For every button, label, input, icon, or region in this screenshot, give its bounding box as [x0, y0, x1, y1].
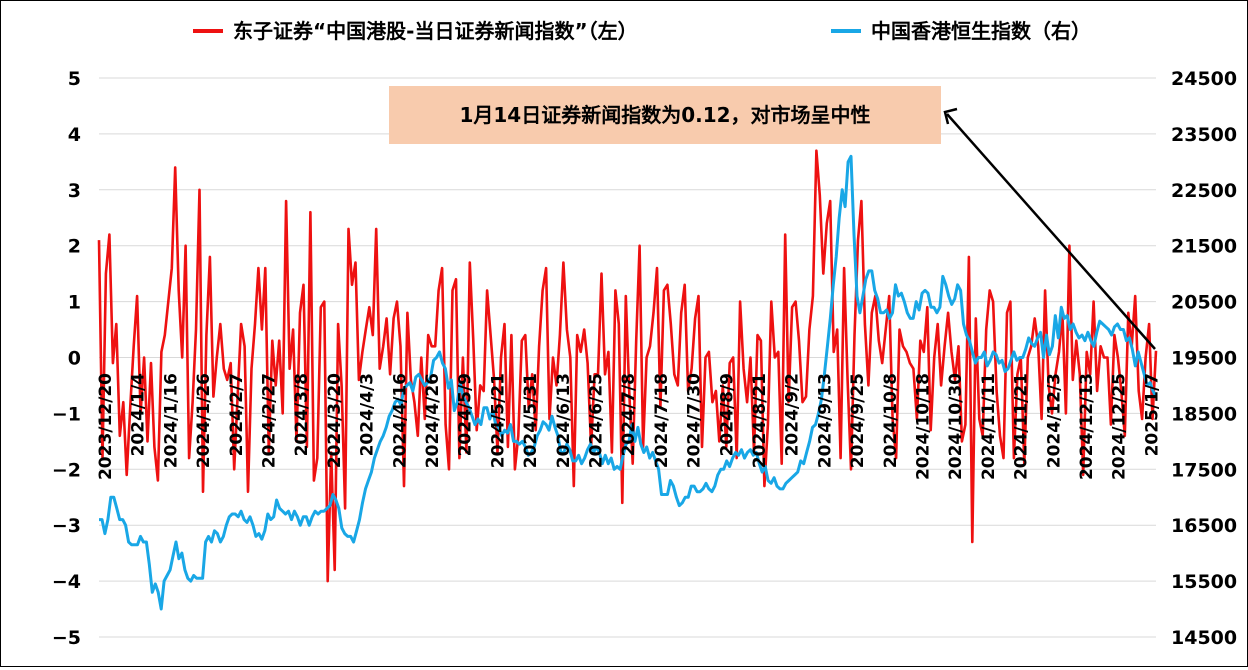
x-tick-label: 2024/11/11: [979, 373, 999, 480]
x-tick-label: 2024/3/20: [325, 373, 345, 468]
right-y-tick-label: 16500: [1171, 515, 1237, 537]
right-y-tick-label: 23500: [1171, 124, 1237, 146]
x-tick-label: 2024/5/9: [456, 373, 476, 456]
left-y-tick-label: −2: [52, 459, 81, 481]
annotation: 1月14日证券新闻指数为0.12，对市场呈中性: [389, 86, 1156, 350]
x-tick-label: 2024/1/16: [161, 373, 181, 468]
right-y-tick-label: 14500: [1171, 627, 1237, 649]
left-y-tick-label: −4: [52, 571, 81, 593]
right-y-axis-ticks: 24500 23500 22500 21500 20500 19500 18500 17500…: [1171, 68, 1237, 649]
left-y-tick-label: 0: [68, 348, 81, 370]
annotation-arrowhead: [943, 107, 958, 125]
left-y-tick-label: 3: [68, 180, 81, 202]
x-tick-label: 2024/2/27: [260, 373, 280, 468]
x-tick-label: 2024/12/3: [1044, 373, 1064, 468]
right-y-tick-label: 21500: [1171, 236, 1237, 258]
legend-label-news-index: 东子证券“中国港股-当日证券新闻指数”（左）: [233, 19, 638, 43]
x-axis-ticks: 2023/12/20 2024/1/4 2024/1/16 2024/1/26 2024…: [96, 373, 1162, 480]
right-y-tick-label: 19500: [1171, 348, 1237, 370]
left-y-tick-label: 1: [68, 292, 81, 314]
series-line-hang-seng: [99, 154, 1158, 611]
right-y-tick-label: 17500: [1171, 459, 1237, 481]
x-tick-label: 2024/6/13: [554, 373, 574, 468]
x-tick-label: 2024/2/7: [227, 373, 247, 456]
x-tick-label: 2024/10/18: [914, 373, 934, 480]
x-tick-label: 2024/3/8: [292, 373, 312, 456]
legend-label-hang-seng: 中国香港恒生指数（右）: [871, 19, 1091, 43]
x-tick-label: 2024/6/25: [587, 373, 607, 468]
left-y-tick-label: −5: [52, 627, 81, 649]
gridlines: [99, 77, 1156, 638]
left-y-axis-ticks: 5 4 3 2 1 0 −1 −2 −3 −4 −5: [52, 68, 81, 649]
x-tick-label: 2024/11/21: [1012, 373, 1032, 480]
right-y-tick-label: 22500: [1171, 180, 1237, 202]
right-y-tick-label: 24500: [1171, 68, 1237, 90]
x-tick-label: 2024/10/8: [881, 373, 901, 468]
right-y-tick-label: 15500: [1171, 571, 1237, 593]
x-tick-label: 2024/1/4: [129, 373, 149, 457]
x-tick-label: 2024/7/18: [652, 373, 672, 468]
left-y-tick-label: 4: [68, 124, 81, 146]
left-y-tick-label: −3: [52, 515, 81, 537]
right-y-tick-label: 20500: [1171, 292, 1237, 314]
left-y-tick-label: −1: [52, 403, 81, 425]
x-tick-label: 2024/4/26: [423, 373, 443, 468]
x-tick-label: 2024/8/21: [750, 373, 770, 468]
x-tick-label: 2024/4/16: [390, 373, 410, 468]
x-tick-label: 2024/1/26: [194, 373, 214, 468]
x-tick-label: 2024/5/21: [488, 373, 508, 468]
x-tick-label: 2024/7/30: [685, 373, 705, 468]
x-tick-label: 2024/5/31: [521, 373, 541, 468]
x-tick-label: 2024/9/2: [783, 373, 803, 456]
annotation-text: 1月14日证券新闻指数为0.12，对市场呈中性: [459, 103, 870, 127]
annotation-arrow-line: [946, 113, 1156, 350]
x-tick-label: 2024/9/25: [848, 373, 868, 468]
x-tick-label: 2024/12/13: [1077, 373, 1097, 480]
series-line-news-index: [97, 149, 1158, 583]
x-tick-label: 2024/4/3: [358, 373, 378, 456]
right-y-tick-label: 18500: [1171, 403, 1237, 425]
legend: 东子证券“中国港股-当日证券新闻指数”（左） 中国香港恒生指数（右）: [193, 19, 1091, 43]
x-tick-label: 2024/12/25: [1110, 373, 1130, 480]
left-y-tick-label: 2: [68, 236, 81, 258]
x-tick-label: 2024/9/13: [815, 373, 835, 468]
x-tick-label: 2025/1/7: [1142, 373, 1162, 456]
x-tick-label: 2024/10/30: [946, 373, 966, 480]
x-tick-label: 2024/7/8: [619, 373, 639, 456]
series-lines: [97, 149, 1158, 611]
left-y-tick-label: 5: [68, 68, 81, 90]
annotation-box: [389, 86, 941, 144]
x-tick-label: 2023/12/20: [96, 373, 116, 480]
x-tick-label: 2024/8/9: [717, 373, 737, 456]
